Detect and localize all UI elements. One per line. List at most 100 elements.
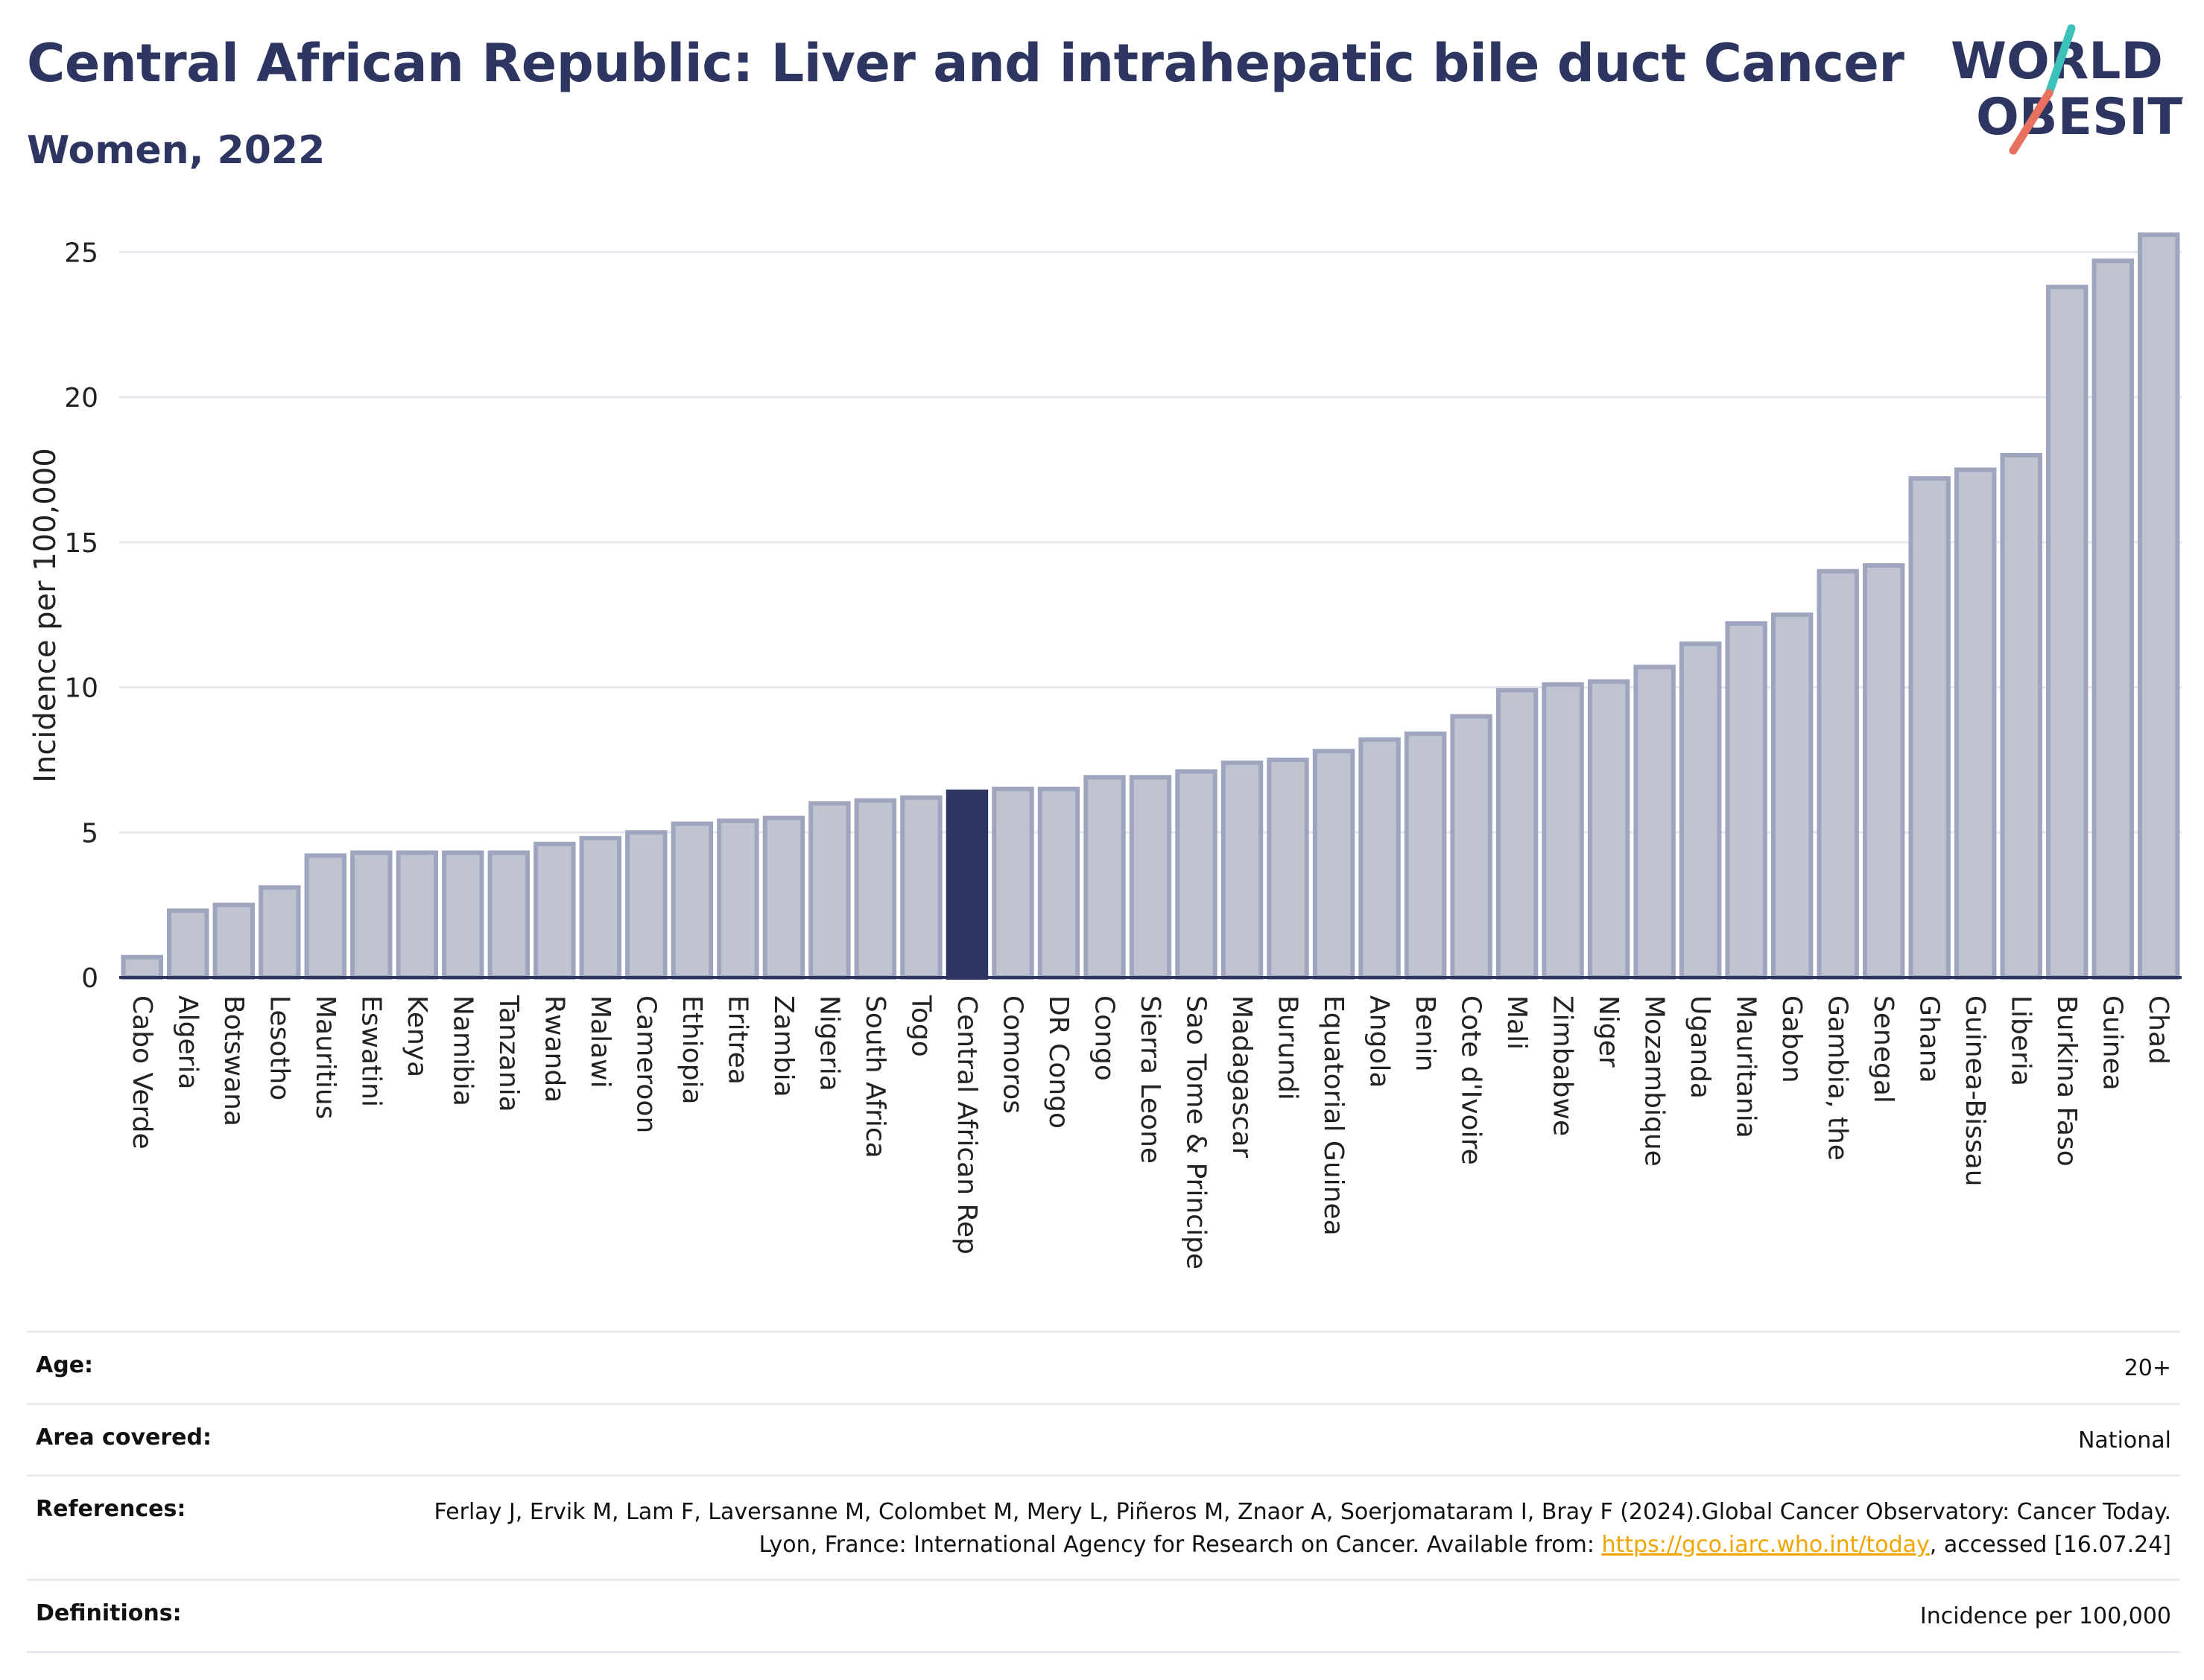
bar: [1679, 641, 1722, 980]
x-tick-label: Niger: [1593, 995, 1624, 1068]
bar: [1083, 775, 1126, 980]
x-tick-label: Botswana: [218, 995, 249, 1126]
x-tick-label: Ghana: [1914, 995, 1945, 1083]
bar: [121, 954, 163, 980]
x-tick-label: Mozambique: [1639, 995, 1670, 1167]
meta-row-area: Area covered: National: [27, 1402, 2180, 1475]
x-tick-label: Gabon: [1776, 995, 1807, 1083]
bar: [1542, 682, 1584, 980]
bar: [762, 815, 805, 980]
area-label: Area covered:: [36, 1424, 212, 1451]
x-tick-label: Mauritius: [310, 995, 341, 1119]
x-tick-label: Tanzania: [493, 995, 524, 1112]
x-tick-label: South Africa: [860, 995, 890, 1158]
bar: [212, 902, 255, 980]
x-tick-label: Equatorial Guinea: [1318, 995, 1349, 1236]
area-value: National: [2077, 1427, 2171, 1454]
x-tick-label: Benin: [1410, 995, 1440, 1071]
bar: [533, 841, 576, 980]
bar: [671, 821, 714, 980]
x-tick-label: Malawi: [585, 995, 615, 1088]
x-tick-label: Zambia: [768, 995, 799, 1097]
x-tick-label: Zimbabwe: [1548, 995, 1578, 1136]
bar: [1267, 757, 1309, 980]
bar: [854, 798, 897, 980]
bar: [167, 908, 209, 980]
bar: [579, 836, 622, 980]
bar: [992, 786, 1034, 980]
metadata-table: Age: 20+ Area covered: National Referenc…: [27, 1331, 2180, 1653]
x-tick-label: Cabo Verde: [127, 995, 157, 1150]
bar: [442, 850, 484, 980]
x-tick-label: Comoros: [997, 995, 1027, 1114]
bar: [625, 830, 668, 980]
bar-highlighted: [946, 789, 989, 980]
x-tick-label: Cote d'Ivoire: [1456, 995, 1486, 1165]
x-tick-label: Central African Rep: [951, 995, 982, 1255]
bar: [808, 801, 851, 980]
bar: [487, 850, 531, 980]
x-tick-label: Rwanda: [539, 995, 569, 1103]
bar: [304, 853, 347, 980]
bar: [1129, 775, 1172, 980]
y-tick-label: 15: [64, 528, 98, 559]
y-tick-label: 10: [64, 673, 98, 704]
meta-row-references: References: Ferlay J, Ervik M, Lam F, La…: [27, 1474, 2180, 1579]
bar-chart: 0 5 10 15 20 25 Incidence per 100,000 Cabo Verd…: [28, 232, 2182, 1269]
bar: [1495, 688, 1539, 980]
world-obesity-logo: WORLD OBESITY: [1951, 24, 2183, 155]
x-tick-label: Sao Tome & Principe: [1181, 995, 1212, 1269]
x-tick-label: Algeria: [172, 995, 203, 1090]
bar: [350, 850, 393, 980]
x-tick-label: Mauritania: [1731, 995, 1761, 1138]
definitions-value: Incidence per 100,000: [1919, 1603, 2171, 1629]
x-tick-label: Sierra Leone: [1135, 995, 1165, 1164]
chart-title: Central African Republic: Liver and intr…: [27, 33, 1904, 94]
references-label: References:: [36, 1496, 186, 1522]
x-tick-label: Burkina Faso: [2051, 995, 2082, 1167]
x-tick-label: Liberia: [2006, 995, 2036, 1086]
bar: [1817, 568, 1859, 980]
meta-row-definitions: Definitions: Incidence per 100,000: [27, 1579, 2180, 1653]
x-tick-label: Nigeria: [814, 995, 844, 1091]
y-axis-label: Incidence per 100,000: [28, 448, 63, 783]
x-tick-label: Senegal: [1868, 995, 1899, 1103]
bar: [1037, 786, 1080, 980]
x-tick-label: Uganda: [1685, 995, 1715, 1099]
bar: [2138, 232, 2180, 980]
references-link[interactable]: https://gco.iarc.who.int/today: [1601, 1531, 1930, 1558]
x-tick-label: Ethiopia: [677, 995, 707, 1105]
logo-slash-teal: [2045, 24, 2076, 98]
x-tick-label: DR Congo: [1043, 995, 1074, 1129]
bar: [1954, 467, 1997, 980]
y-tick-label: 0: [81, 963, 98, 994]
x-tick-label: Cameroon: [630, 995, 661, 1133]
bar: [1450, 714, 1492, 980]
references-text-2: , accessed [16.07.24]: [1929, 1531, 2171, 1558]
bar: [1908, 476, 1951, 980]
age-value: 20+: [2124, 1355, 2171, 1381]
x-tick-label: Madagascar: [1226, 995, 1257, 1158]
x-tick-label: Congo: [1089, 995, 1119, 1081]
bar: [1725, 621, 1767, 980]
bar: [1770, 612, 1814, 980]
bar: [1633, 665, 1676, 980]
definitions-label: Definitions:: [36, 1600, 182, 1626]
x-tick-label: Guinea-Bissau: [1960, 995, 1990, 1187]
x-tick-label: Angola: [1364, 995, 1395, 1088]
bar: [1220, 760, 1264, 980]
x-tick-label: Chad: [2143, 995, 2173, 1065]
references-value: Ferlay J, Ervik M, Lam F, Laversanne M, …: [383, 1496, 2171, 1561]
y-tick-label: 25: [64, 238, 98, 268]
bar: [1358, 737, 1401, 980]
bar: [900, 795, 943, 980]
bar: [1175, 769, 1217, 980]
bar: [717, 818, 759, 980]
meta-row-age: Age: 20+: [27, 1331, 2180, 1403]
x-tick-label: Eswatini: [355, 995, 386, 1107]
bar: [1587, 679, 1630, 980]
x-tick-label: Lesotho: [264, 995, 294, 1100]
x-tick-label: Togo: [905, 995, 936, 1057]
bar: [1312, 749, 1355, 980]
references-text-1: Ferlay J, Ervik M, Lam F, Laversanne M, …: [434, 1499, 2171, 1558]
